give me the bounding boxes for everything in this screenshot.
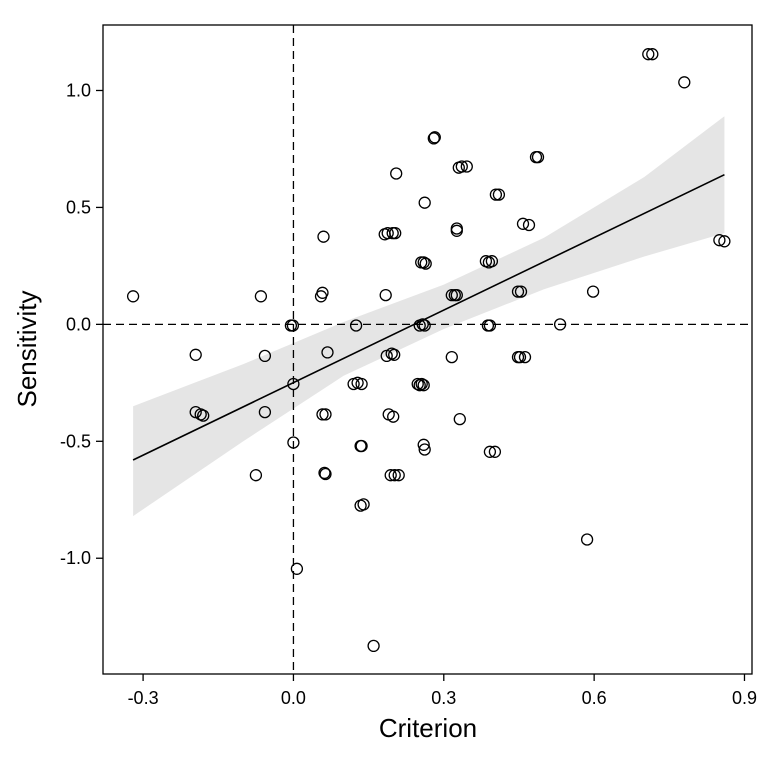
data-point	[321, 346, 334, 359]
data-point	[516, 217, 530, 230]
y-tick-label: 1.0	[66, 80, 91, 100]
data-point	[518, 350, 532, 364]
data-point	[417, 256, 430, 269]
x-tick-label: 0.0	[281, 688, 306, 708]
data-point	[485, 255, 499, 268]
x-tick-label: -0.3	[128, 688, 159, 708]
data-point	[418, 319, 431, 332]
data-point	[513, 350, 527, 364]
data-point	[483, 445, 497, 458]
data-point	[287, 436, 300, 449]
data-point	[417, 379, 430, 392]
data-point	[319, 408, 332, 421]
data-point	[389, 226, 402, 240]
data-point	[455, 160, 468, 173]
data-point	[488, 445, 502, 458]
data-point	[254, 290, 268, 303]
data-point	[418, 196, 431, 209]
data-point	[445, 350, 458, 364]
data-point	[678, 76, 691, 89]
data-point	[450, 222, 463, 235]
data-points-layer	[126, 48, 731, 653]
data-point	[317, 230, 330, 243]
confidence-band	[133, 116, 725, 517]
y-tick-label: -1.0	[60, 548, 91, 568]
data-point	[415, 377, 428, 391]
y-axis: -1.0 -0.5 0.0 0.5 1.0	[60, 80, 103, 568]
data-point	[450, 288, 463, 302]
data-point	[316, 286, 329, 299]
x-tick-label: 0.6	[582, 688, 607, 708]
data-point	[349, 319, 363, 332]
data-point	[290, 562, 304, 575]
data-point	[411, 377, 424, 391]
data-point	[287, 377, 300, 391]
data-point	[258, 349, 272, 363]
data-point	[642, 48, 655, 61]
data-point	[427, 132, 440, 145]
data-point	[197, 409, 210, 422]
data-point	[413, 379, 426, 392]
data-point	[511, 285, 525, 298]
data-point	[514, 285, 528, 298]
plot-frame	[102, 24, 753, 675]
data-point	[522, 218, 536, 232]
data-point	[387, 410, 400, 423]
data-point	[379, 288, 392, 302]
data-point	[392, 469, 405, 482]
data-point	[489, 188, 503, 201]
reference-lines-layer	[103, 25, 752, 674]
x-tick-label: 0.9	[732, 688, 757, 708]
x-tick-label: 0.3	[431, 688, 456, 708]
data-point	[483, 319, 497, 332]
y-tick-label: 0.5	[66, 197, 91, 217]
confidence-band-layer	[133, 116, 725, 517]
x-axis: -0.3 0.0 0.3 0.6 0.9	[128, 674, 757, 708]
data-point	[381, 226, 394, 240]
regression-line-layer	[132, 173, 725, 461]
data-point	[416, 318, 429, 331]
y-axis-label: Sensitivity	[12, 290, 42, 407]
data-point	[367, 639, 380, 653]
data-point	[450, 224, 463, 237]
data-point	[189, 348, 202, 361]
data-point	[126, 290, 140, 303]
data-point	[531, 150, 545, 164]
data-point	[357, 498, 370, 511]
data-point	[718, 235, 731, 248]
data-point	[580, 533, 594, 546]
data-point	[553, 318, 567, 331]
data-point	[417, 438, 430, 451]
data-point	[286, 319, 300, 332]
data-point	[418, 443, 431, 456]
data-point	[318, 466, 331, 480]
data-point	[316, 408, 329, 421]
data-point	[586, 285, 600, 298]
data-point	[388, 348, 401, 361]
data-point	[460, 160, 473, 173]
data-point	[453, 412, 466, 426]
y-tick-label: 0.0	[66, 314, 91, 334]
data-point	[355, 377, 368, 391]
data-point	[319, 467, 332, 481]
data-point	[428, 131, 441, 144]
data-point	[384, 469, 397, 482]
data-point	[646, 48, 659, 61]
data-point	[388, 469, 401, 482]
data-point	[713, 234, 726, 247]
y-tick-label: -0.5	[60, 431, 91, 451]
data-point	[419, 257, 432, 270]
regression-line	[132, 173, 725, 461]
data-point	[390, 167, 403, 180]
data-point	[492, 188, 506, 201]
data-point	[249, 469, 263, 482]
x-axis-label: Criterion	[379, 713, 477, 743]
data-point	[258, 405, 272, 419]
data-point	[354, 439, 367, 453]
data-point	[445, 288, 458, 302]
